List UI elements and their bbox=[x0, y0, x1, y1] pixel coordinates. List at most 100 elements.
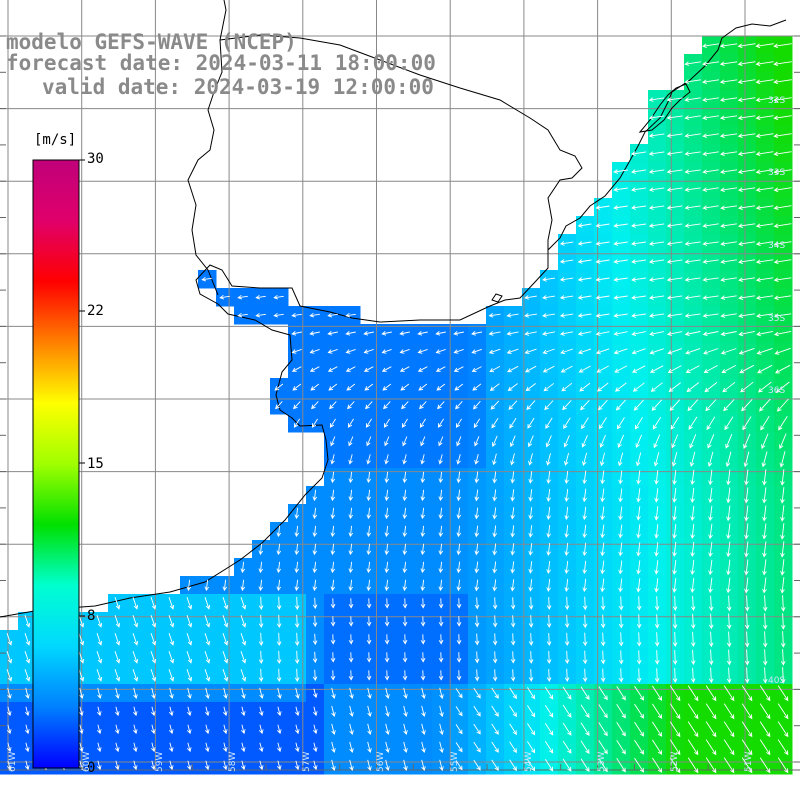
wind-arrow bbox=[634, 703, 645, 719]
wind-arrow bbox=[648, 205, 665, 210]
wind-arrow bbox=[684, 61, 701, 66]
wind-arrow bbox=[598, 704, 608, 719]
wind-arrow bbox=[528, 507, 533, 520]
lon-label: 51W bbox=[744, 751, 754, 772]
wind-arrow bbox=[618, 524, 623, 539]
wind-arrow bbox=[737, 169, 756, 175]
wind-arrow bbox=[456, 598, 462, 609]
wind-arrow bbox=[633, 399, 644, 411]
wind-arrow bbox=[384, 489, 390, 502]
wind-arrow bbox=[723, 739, 735, 756]
wind-arrow bbox=[708, 469, 713, 486]
wind-arrow bbox=[510, 507, 515, 520]
wind-arrow bbox=[705, 721, 717, 738]
wind-arrow bbox=[276, 561, 282, 574]
wind-arrow bbox=[273, 312, 284, 318]
wind-arrow bbox=[723, 703, 735, 720]
wind-arrow bbox=[705, 757, 717, 774]
wind-arrow bbox=[702, 241, 719, 246]
wind-arrow bbox=[472, 400, 481, 410]
wind-arrow bbox=[96, 760, 102, 771]
wind-arrow bbox=[544, 722, 554, 736]
wind-arrow bbox=[222, 724, 228, 735]
wind-arrow bbox=[348, 670, 354, 681]
wind-arrow bbox=[150, 633, 157, 646]
wind-arrow bbox=[564, 524, 569, 539]
wind-arrow bbox=[755, 97, 774, 103]
lon-label: 58W bbox=[228, 751, 238, 772]
wind-arrow bbox=[402, 525, 408, 538]
wind-arrow bbox=[421, 759, 426, 772]
wind-arrow bbox=[509, 687, 517, 700]
wind-arrow bbox=[702, 133, 719, 139]
wind-arrow bbox=[273, 294, 284, 300]
wind-arrow bbox=[132, 760, 138, 771]
wind-arrow bbox=[204, 597, 211, 610]
wind-arrow bbox=[761, 433, 769, 450]
wind-arrow bbox=[347, 401, 355, 410]
wind-arrow bbox=[438, 561, 444, 574]
lat-label: 34S bbox=[768, 241, 786, 251]
wind-arrow bbox=[755, 241, 774, 247]
wind-arrow bbox=[689, 451, 696, 467]
wind-arrow bbox=[24, 724, 30, 735]
wind-arrow bbox=[524, 331, 537, 336]
wind-arrow bbox=[544, 704, 554, 718]
wind-arrow bbox=[702, 277, 719, 282]
wind-arrow bbox=[168, 669, 175, 682]
wind-arrow bbox=[582, 470, 587, 485]
wind-arrow bbox=[240, 706, 246, 717]
wind-arrow bbox=[508, 400, 518, 411]
wind-arrow bbox=[613, 169, 628, 174]
wind-arrow bbox=[240, 597, 247, 610]
wind-arrow bbox=[528, 453, 533, 466]
wind-arrow bbox=[6, 669, 13, 682]
wind-arrow bbox=[204, 706, 210, 717]
wind-arrow bbox=[201, 276, 212, 282]
wind-arrow bbox=[579, 382, 591, 392]
wind-arrow bbox=[438, 652, 444, 663]
wind-arrow bbox=[132, 742, 138, 753]
wind-arrow bbox=[329, 401, 337, 410]
wind-arrow bbox=[454, 383, 464, 391]
wind-arrow bbox=[294, 614, 300, 629]
wind-arrow bbox=[222, 706, 228, 717]
wind-arrow bbox=[204, 760, 210, 771]
wind-arrow bbox=[366, 525, 372, 538]
wind-arrow bbox=[667, 365, 682, 373]
wind-arrow bbox=[421, 741, 426, 754]
wind-arrow bbox=[708, 577, 713, 594]
wind-arrow bbox=[755, 259, 774, 265]
wind-arrow bbox=[762, 487, 767, 504]
wind-arrow bbox=[561, 382, 573, 392]
wind-arrow bbox=[240, 724, 246, 735]
wind-arrow bbox=[560, 348, 574, 355]
wind-arrow bbox=[649, 348, 664, 355]
border-brazil bbox=[219, 34, 583, 256]
wind-arrow bbox=[330, 454, 335, 465]
wind-arrow bbox=[543, 382, 555, 392]
wind-arrow bbox=[726, 559, 731, 576]
wind-arrow bbox=[491, 723, 499, 735]
wind-arrow bbox=[720, 277, 737, 282]
wind-arrow bbox=[366, 670, 372, 681]
wind-arrow bbox=[755, 133, 774, 139]
wind-arrow bbox=[114, 615, 121, 628]
wind-arrow bbox=[684, 169, 701, 174]
wind-arrow bbox=[670, 416, 680, 430]
wind-arrow bbox=[546, 578, 551, 592]
wind-arrow bbox=[726, 541, 731, 558]
wind-arrow bbox=[542, 313, 556, 318]
wind-arrow bbox=[186, 724, 192, 735]
wind-arrow bbox=[652, 721, 663, 737]
wind-arrow bbox=[577, 295, 592, 300]
wind-arrow bbox=[474, 453, 479, 465]
wind-arrow bbox=[312, 706, 318, 717]
wind-arrow bbox=[684, 223, 701, 228]
wind-arrow bbox=[491, 418, 499, 429]
lat-label: 40S bbox=[768, 676, 786, 686]
wind-arrow bbox=[348, 543, 354, 556]
wind-arrow bbox=[720, 187, 738, 193]
wind-arrow bbox=[780, 613, 786, 630]
wind-arrow bbox=[762, 523, 767, 540]
